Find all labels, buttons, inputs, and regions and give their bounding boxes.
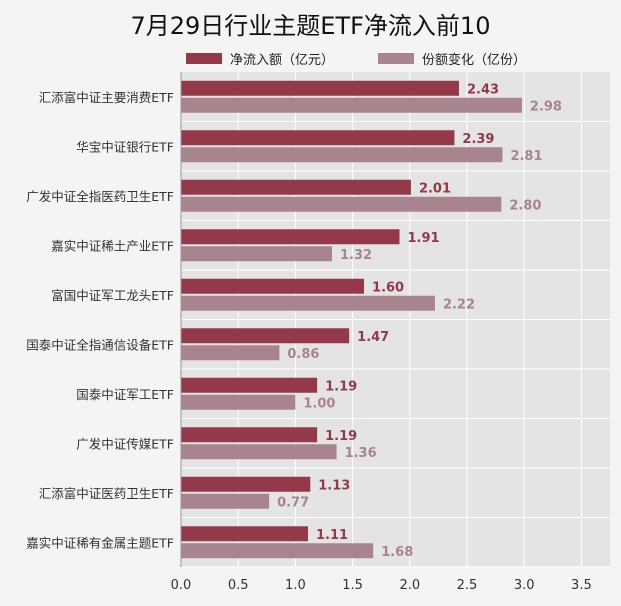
- y-category-label: 广发中证全指医药卫生ETF: [26, 189, 174, 204]
- data-label-share-change: 2.80: [509, 198, 541, 213]
- data-label-net-inflow: 1.13: [318, 478, 350, 493]
- chart-legend: 净流入额（亿元） 份额变化（亿份）: [186, 48, 570, 68]
- bar-share-change: [181, 147, 503, 163]
- legend-item-net-inflow: 净流入额（亿元）: [186, 49, 334, 68]
- y-category-label: 嘉实中证稀土产业ETF: [51, 238, 174, 253]
- bar-net-inflow: [181, 526, 308, 542]
- y-category-label: 国泰中证军工ETF: [76, 387, 174, 402]
- bar-net-inflow: [181, 476, 311, 492]
- bar-net-inflow: [181, 179, 411, 195]
- bar-net-inflow: [181, 229, 400, 245]
- bar-share-change: [181, 345, 280, 361]
- x-tick-label: 1.0: [285, 578, 306, 593]
- bar-share-change: [181, 97, 522, 113]
- legend-swatch-net-inflow: [186, 52, 222, 64]
- bar-share-change: [181, 394, 296, 410]
- bar-net-inflow: [181, 130, 455, 146]
- data-label-share-change: 1.00: [303, 396, 335, 411]
- x-tick-label: 2.0: [399, 578, 420, 593]
- bar-share-change: [181, 295, 435, 311]
- y-category-label: 华宝中证银行ETF: [76, 139, 174, 154]
- data-label-share-change: 1.36: [345, 446, 377, 461]
- legend-label-share-change: 份额变化（亿份）: [422, 52, 527, 68]
- data-label-net-inflow: 2.43: [467, 82, 499, 97]
- bar-share-change: [181, 246, 333, 262]
- bar-share-change: [181, 493, 270, 509]
- bar-net-inflow: [181, 80, 459, 96]
- data-label-net-inflow: 2.01: [419, 181, 451, 196]
- legend-label-net-inflow: 净流入额（亿元）: [230, 52, 335, 68]
- bar-share-change: [181, 196, 502, 212]
- data-label-net-inflow: 1.60: [372, 280, 404, 295]
- data-label-share-change: 2.98: [530, 99, 562, 114]
- data-label-share-change: 0.86: [287, 347, 319, 362]
- y-category-label: 汇添富中证医药卫生ETF: [39, 486, 174, 501]
- bar-net-inflow: [181, 328, 350, 344]
- legend-swatch-share-change: [378, 52, 415, 64]
- bar-net-inflow: [181, 278, 365, 294]
- data-label-net-inflow: 1.11: [316, 528, 348, 543]
- data-label-net-inflow: 1.91: [408, 231, 440, 246]
- x-tick-label: 3.0: [514, 578, 535, 593]
- x-tick-label: 3.5: [571, 578, 592, 593]
- bar-share-change: [181, 444, 337, 460]
- bar-share-change: [181, 543, 374, 559]
- y-category-label: 国泰中证全指通信设备ETF: [26, 337, 174, 352]
- bar-net-inflow: [181, 427, 318, 443]
- y-category-label: 富国中证军工龙头ETF: [51, 288, 174, 303]
- x-tick-label: 0.0: [171, 578, 192, 593]
- data-label-share-change: 2.81: [510, 149, 542, 164]
- data-label-share-change: 2.22: [443, 297, 475, 312]
- y-category-label: 嘉实中证稀有金属主题ETF: [26, 535, 174, 550]
- data-label-net-inflow: 1.19: [325, 379, 357, 394]
- chart-title: 7月29日行业主题ETF净流入前10: [130, 12, 491, 40]
- y-category-label: 汇添富中证主要消费ETF: [39, 90, 174, 105]
- data-label-net-inflow: 1.19: [325, 429, 357, 444]
- data-label-share-change: 0.77: [277, 495, 309, 510]
- bar-net-inflow: [181, 377, 318, 393]
- x-tick-label: 2.5: [457, 578, 478, 593]
- data-label-share-change: 1.32: [340, 248, 372, 263]
- y-category-label: 广发中证传媒ETF: [76, 436, 174, 451]
- x-tick-label: 0.5: [228, 578, 249, 593]
- data-label-share-change: 1.68: [381, 545, 413, 560]
- x-tick-label: 1.5: [342, 578, 363, 593]
- data-label-net-inflow: 1.47: [357, 330, 389, 345]
- data-label-net-inflow: 2.39: [462, 132, 494, 147]
- legend-item-share-change: 份额变化（亿份）: [378, 49, 526, 68]
